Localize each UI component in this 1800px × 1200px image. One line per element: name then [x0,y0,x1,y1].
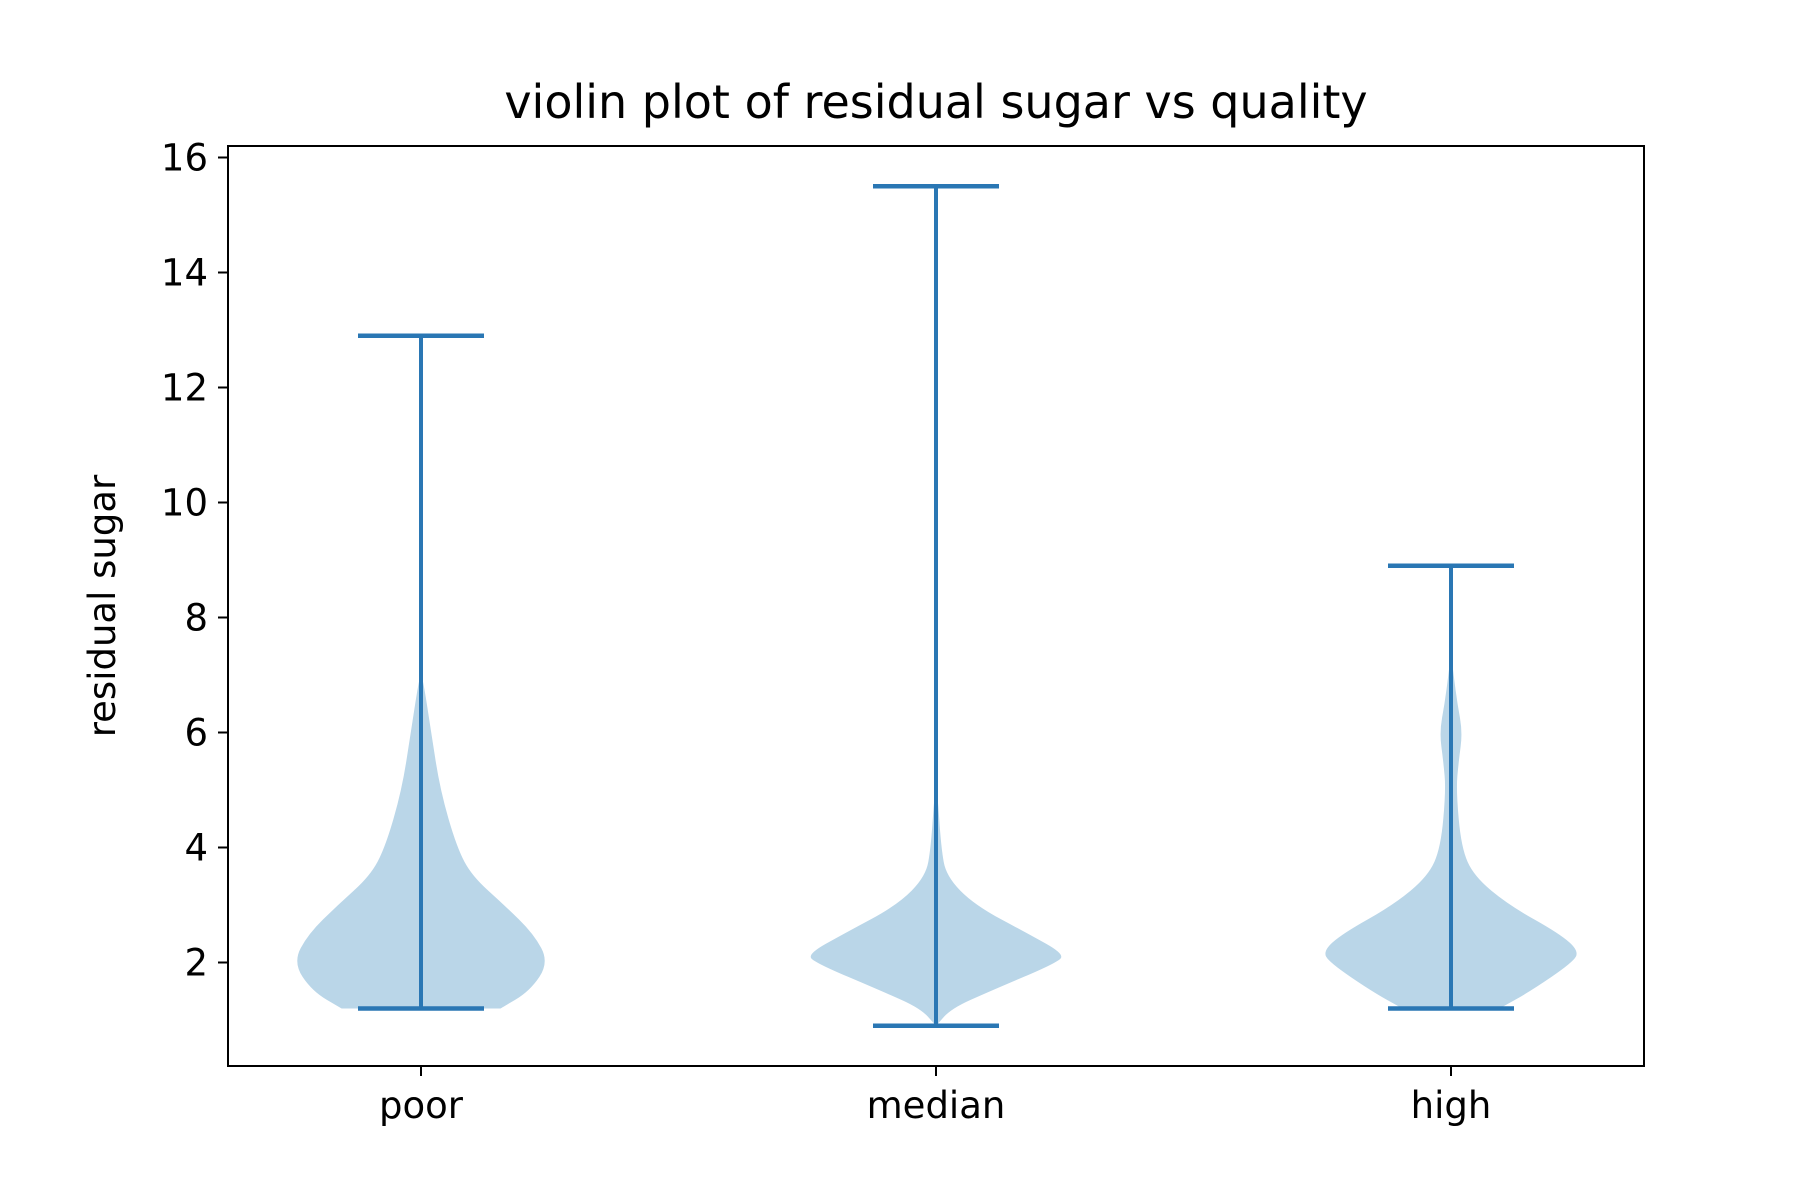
x-tick-label-high: high [1411,1084,1492,1127]
y-tick-label-12: 12 [161,367,208,410]
y-tick-label-2: 2 [184,942,208,985]
x-tick-label-median: median [867,1084,1006,1127]
y-tick-label-4: 4 [184,827,208,870]
y-tick-label-16: 16 [161,137,208,180]
x-tick-label-poor: poor [379,1084,464,1127]
y-tick-label-8: 8 [184,597,208,640]
y-tick-label-6: 6 [184,712,208,755]
y-tick-label-10: 10 [161,482,208,525]
chart-title: violin plot of residual sugar vs quality [504,75,1367,129]
y-axis: 2 4 6 8 10 12 14 16 [161,137,228,985]
x-axis: poor median high [379,1066,1491,1127]
y-axis-label: residual sugar [81,474,124,737]
whisker-layer [358,184,1514,1028]
y-tick-label-14: 14 [161,252,208,295]
